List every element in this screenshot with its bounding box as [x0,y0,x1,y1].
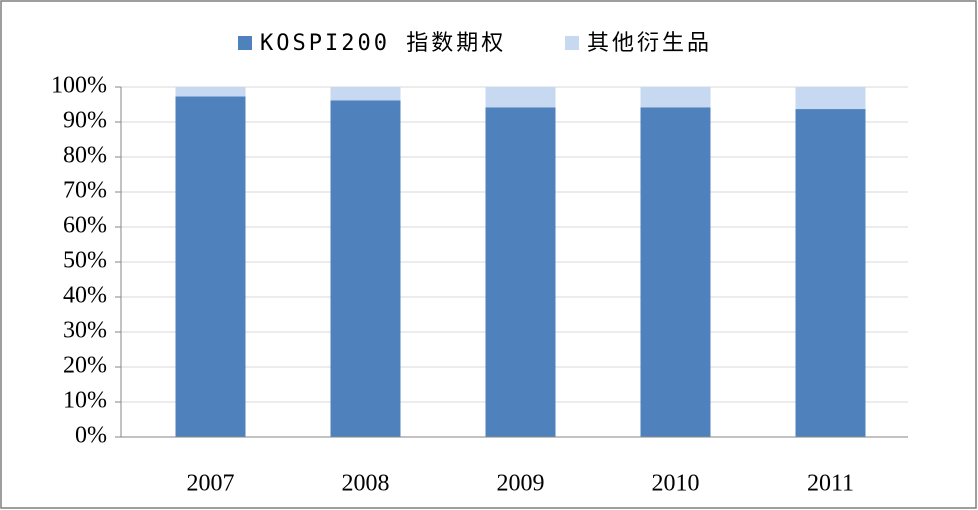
y-tick-label: 50% [63,248,107,274]
y-tick-label: 30% [63,318,107,344]
bar-segment [485,87,556,108]
y-tick-label: 10% [63,388,107,414]
legend-label: 其他衍生品 [587,31,712,56]
y-tick-label: 100% [51,73,107,99]
x-tick-label: 2008 [342,471,390,497]
bar-segment [485,107,556,438]
legend-swatch [565,36,579,50]
x-tick-label: 2011 [807,471,854,497]
bar-segment [330,100,401,438]
x-tick-label: 2007 [187,471,235,497]
y-tick-label: 40% [63,283,107,309]
y-tick-label: 80% [63,143,107,169]
y-tick-label: 60% [63,213,107,239]
bar-segment [795,87,866,110]
bar-segment [795,109,866,438]
bar-segment [175,96,246,437]
x-tick-label: 2010 [652,471,700,497]
legend-label: KOSPI200 指数期权 [260,31,506,56]
y-tick-label: 70% [63,178,107,204]
legend-swatch [238,36,252,50]
y-tick-label: 90% [63,108,107,134]
y-tick-label: 20% [63,353,107,379]
y-tick-label: 0% [75,423,107,449]
bar-segment [640,87,711,108]
bar-segment [175,87,246,97]
x-tick-label: 2009 [497,471,545,497]
bar-segment [640,107,711,438]
bar-segment [330,87,401,101]
